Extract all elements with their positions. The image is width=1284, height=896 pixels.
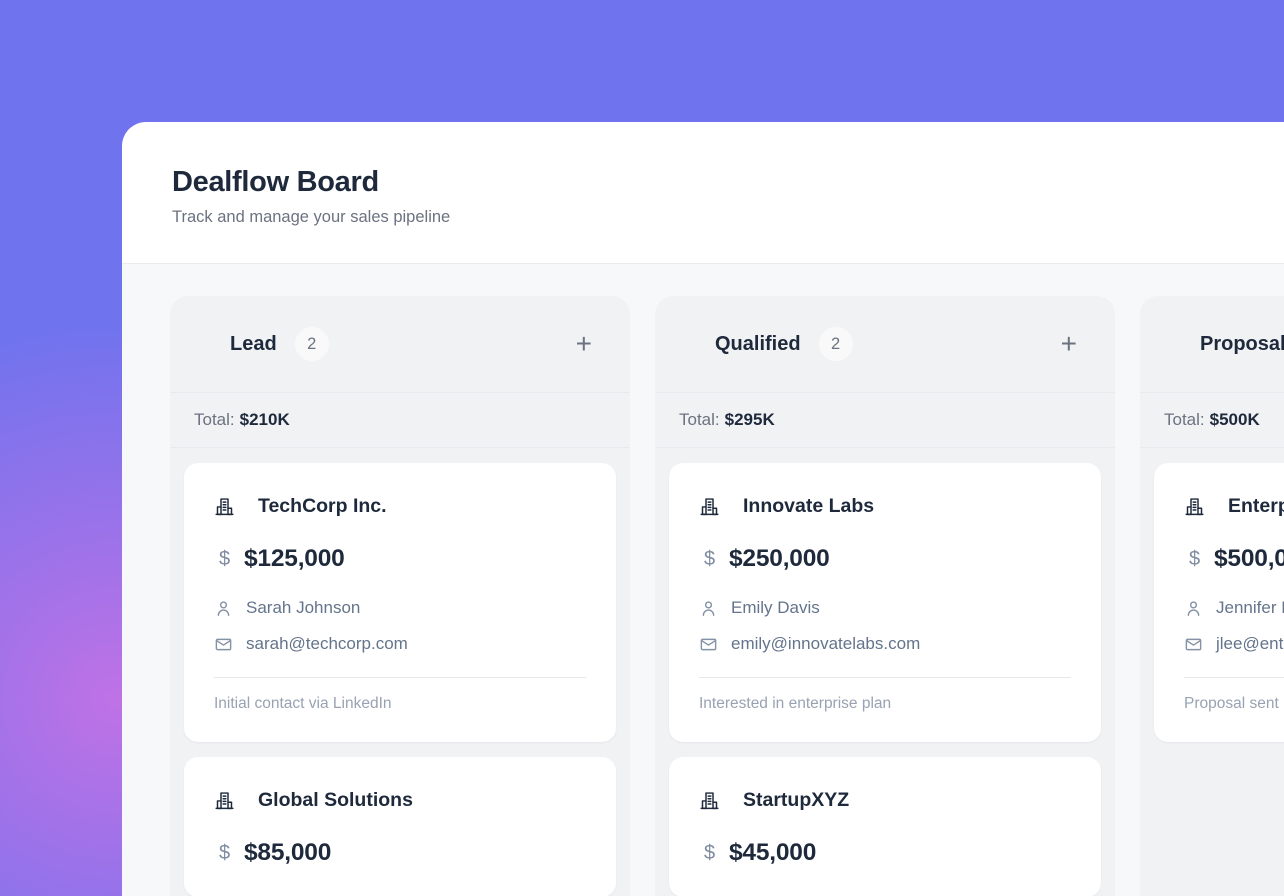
contact-name: Sarah Johnson xyxy=(246,598,361,617)
mail-icon xyxy=(1184,635,1203,654)
column-total: Total: $295K xyxy=(655,393,1115,448)
add-card-button[interactable]: + xyxy=(575,328,592,359)
card-list: Enterprise Co $ $500,000 Jennifer Lee jl… xyxy=(1140,448,1284,757)
deal-card[interactable]: TechCorp Inc. $ $125,000 Sarah Johnson s… xyxy=(184,463,616,742)
total-value: $210K xyxy=(239,410,290,429)
card-divider xyxy=(214,677,586,678)
deal-value: $85,000 xyxy=(244,839,332,866)
dollar-sign-icon: $ xyxy=(703,842,716,864)
deal-value: $500,000 xyxy=(1214,545,1284,572)
deal-note: Initial contact via LinkedIn xyxy=(214,695,392,712)
deal-value: $125,000 xyxy=(244,545,345,572)
total-label: Total: xyxy=(1164,410,1205,429)
company-name: TechCorp Inc. xyxy=(258,495,387,517)
deal-note: Interested in enterprise plan xyxy=(699,695,892,712)
column-title: Qualified xyxy=(715,332,801,355)
deal-value: $250,000 xyxy=(729,545,830,572)
add-card-button[interactable]: + xyxy=(1060,328,1077,359)
column-count-badge: 2 xyxy=(818,327,853,361)
mail-icon xyxy=(699,635,718,654)
column-total: Total: $210K xyxy=(170,393,630,448)
building-icon xyxy=(214,790,235,811)
mail-icon xyxy=(214,635,233,654)
page-title: Dealflow Board xyxy=(172,166,379,198)
dollar-sign-icon: $ xyxy=(1188,548,1201,570)
card-list: Innovate Labs $ $250,000 Emily Davis emi… xyxy=(655,448,1115,896)
contact-email: jlee@enterprise.co xyxy=(1216,634,1284,653)
building-icon xyxy=(699,790,720,811)
column-total: Total: $500K xyxy=(1140,393,1284,448)
total-value: $295K xyxy=(724,410,775,429)
column-proposal: Proposal + Total:$500K Enterprise Co $ $… xyxy=(1140,296,1284,896)
page-subtitle: Track and manage your sales pipeline xyxy=(172,208,451,226)
kanban-board: Lead 2 + Total: $210K TechCorp Inc. $ $12… xyxy=(122,264,1284,896)
deal-card[interactable]: Enterprise Co $ $500,000 Jennifer Lee jl… xyxy=(1154,463,1284,742)
total-value: $500K xyxy=(1209,410,1260,429)
building-icon xyxy=(699,496,720,517)
contact-name: Jennifer Lee xyxy=(1216,598,1284,617)
column-count-badge: 2 xyxy=(294,327,329,361)
person-icon xyxy=(214,599,233,618)
person-icon xyxy=(1184,599,1203,618)
person-icon xyxy=(699,599,718,618)
deal-value: $45,000 xyxy=(729,839,817,866)
dollar-sign-icon: $ xyxy=(703,548,716,570)
column-title: Lead xyxy=(230,332,277,355)
deal-card[interactable]: Global Solutions $ $85,000 xyxy=(184,757,616,896)
contact-email: emily@innovatelabs.com xyxy=(731,634,921,653)
app-panel: Dealflow Board Track and manage your sal… xyxy=(122,122,1284,896)
total-label: Total: xyxy=(194,410,235,429)
column-qualified: Qualified 2 + Total: $295K Innovate Labs … xyxy=(655,296,1115,896)
contact-name: Emily Davis xyxy=(731,598,820,617)
column-qualified-header: Qualified 2 + xyxy=(655,296,1115,393)
card-divider xyxy=(1184,677,1284,678)
building-icon xyxy=(214,496,235,517)
dollar-sign-icon: $ xyxy=(218,842,231,864)
deal-card[interactable]: StartupXYZ $ $45,000 xyxy=(669,757,1101,896)
company-name: Enterprise Co xyxy=(1228,495,1284,517)
card-list: TechCorp Inc. $ $125,000 Sarah Johnson s… xyxy=(170,448,630,896)
total-label: Total: xyxy=(679,410,720,429)
card-divider xyxy=(699,677,1071,678)
column-proposal-header: Proposal + xyxy=(1140,296,1284,393)
page-header: Dealflow Board Track and manage your sal… xyxy=(122,122,1284,264)
column-lead-header: Lead 2 + xyxy=(170,296,630,393)
column-lead: Lead 2 + Total: $210K TechCorp Inc. $ $12… xyxy=(170,296,630,896)
building-icon xyxy=(1184,496,1205,517)
dollar-sign-icon: $ xyxy=(218,548,231,570)
company-name: Global Solutions xyxy=(258,789,413,811)
deal-note: Proposal sent last week xyxy=(1184,695,1284,712)
column-title: Proposal xyxy=(1200,332,1284,355)
deal-card[interactable]: Innovate Labs $ $250,000 Emily Davis emi… xyxy=(669,463,1101,742)
company-name: StartupXYZ xyxy=(743,789,850,811)
company-name: Innovate Labs xyxy=(743,495,875,517)
contact-email: sarah@techcorp.com xyxy=(246,634,408,653)
